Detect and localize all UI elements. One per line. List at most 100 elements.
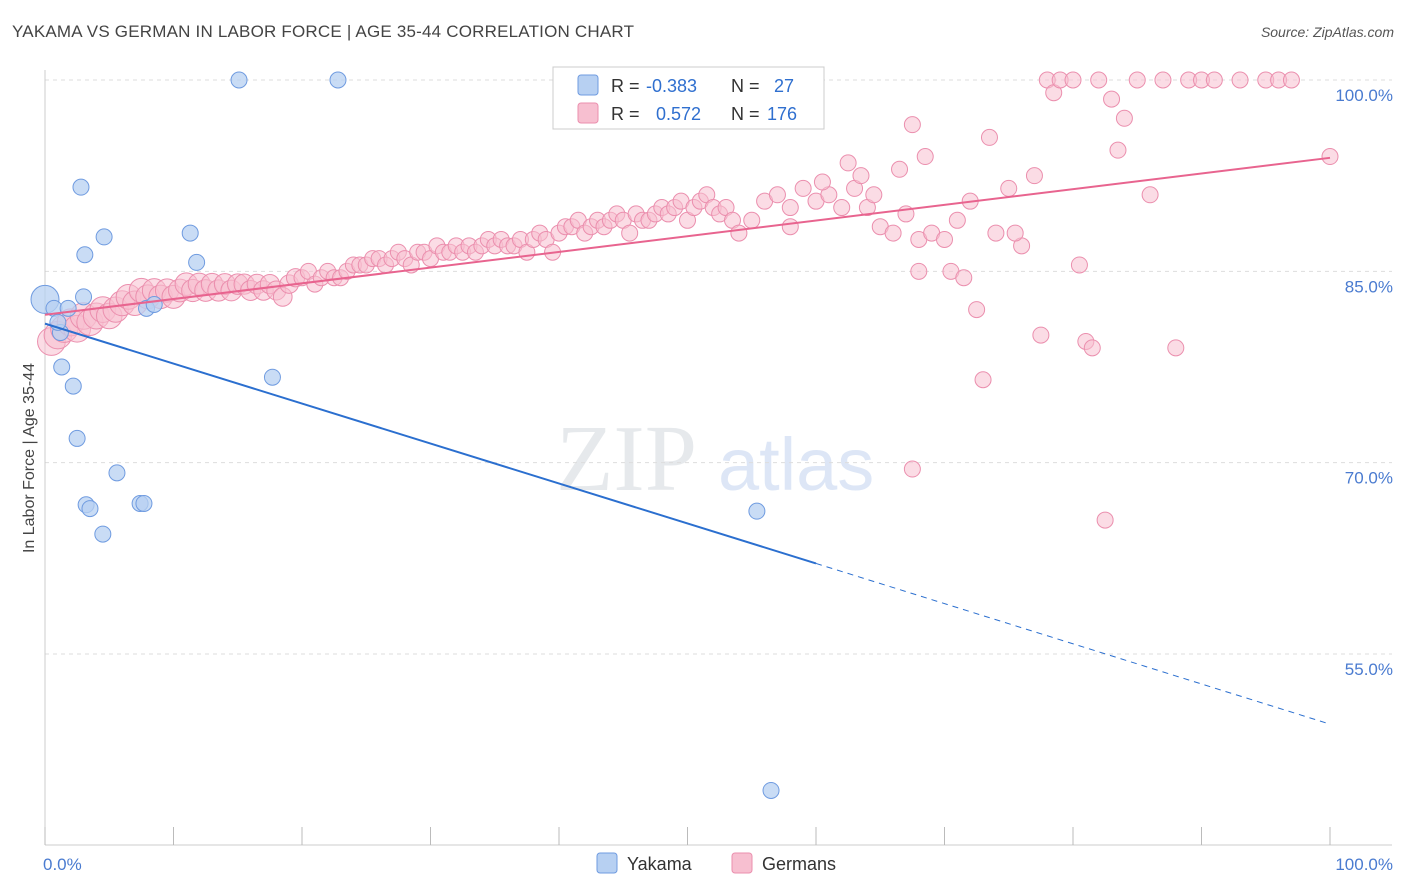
- y-tick-label: 100.0%: [1335, 86, 1393, 105]
- yakama-point: [64, 377, 82, 395]
- germans-point: [1321, 148, 1339, 166]
- germans-point: [1154, 71, 1172, 89]
- germans-point: [781, 218, 799, 236]
- germans-point: [839, 154, 857, 172]
- germans-point: [1000, 179, 1018, 197]
- germans-point: [833, 199, 851, 217]
- yakama-point: [145, 295, 163, 313]
- germans-point: [936, 230, 953, 248]
- yakama-point: [181, 224, 199, 242]
- germans-point: [1064, 71, 1082, 89]
- chart-source: Source: ZipAtlas.com: [1260, 24, 1394, 40]
- bottom-legend-germans-swatch: [731, 852, 753, 874]
- germans-point: [968, 301, 986, 319]
- yakama-trend-extension: [815, 562, 1331, 725]
- germans-point: [1141, 186, 1159, 204]
- yakama-point: [748, 502, 766, 520]
- germans-point: [1103, 90, 1121, 108]
- yakama-point: [263, 368, 281, 386]
- germans-point: [1231, 71, 1249, 89]
- germans-point: [903, 116, 921, 134]
- germans-point: [743, 211, 761, 229]
- yakama-point: [81, 500, 99, 518]
- watermark-atlas: atlas: [718, 423, 874, 506]
- germans-point: [768, 186, 786, 204]
- germans-point: [891, 160, 909, 178]
- yakama-point: [135, 494, 153, 512]
- yakama-point: [108, 464, 126, 482]
- bottom-legend-yakama-label: Yakama: [627, 854, 693, 874]
- yakama-point: [94, 525, 112, 543]
- watermark-zip: ZIP: [556, 407, 697, 511]
- series-legend: Yakama Germans: [596, 852, 836, 874]
- germans-points: [37, 71, 1339, 529]
- yakama-point: [76, 246, 94, 264]
- yakama-point: [762, 781, 780, 799]
- germans-point: [910, 262, 928, 280]
- y-axis-label: In Labor Force | Age 35-44: [21, 363, 38, 553]
- legend-yakama-r-label: R =: [611, 76, 640, 96]
- legend-germans-r-value: 0.572: [656, 104, 701, 124]
- legend-yakama-n-label: N =: [731, 76, 760, 96]
- yakama-point: [75, 288, 93, 306]
- bottom-legend-yakama-swatch: [596, 852, 618, 874]
- yakama-point: [188, 253, 206, 271]
- x-tick-label: 0.0%: [43, 855, 82, 874]
- germans-point: [1025, 167, 1043, 185]
- germans-point: [794, 179, 812, 197]
- germans-point: [1167, 339, 1185, 357]
- germans-point: [955, 269, 973, 287]
- germans-point: [781, 199, 799, 217]
- legend-yakama-r-value: -0.383: [646, 76, 697, 96]
- germans-point: [948, 211, 966, 229]
- germans-point: [1083, 339, 1101, 357]
- germans-point: [852, 167, 870, 185]
- germans-point: [1115, 109, 1133, 127]
- germans-point: [1006, 224, 1024, 242]
- germans-trend-line: [44, 156, 1331, 316]
- y-tick-label: 70.0%: [1345, 469, 1393, 488]
- grid-lines: [45, 79, 1392, 655]
- germans-point: [1205, 71, 1223, 89]
- germans-point: [813, 173, 831, 191]
- yakama-point: [72, 178, 90, 196]
- germans-point: [621, 224, 639, 242]
- yakama-point: [95, 228, 113, 246]
- y-tick-label: 85.0%: [1345, 277, 1393, 296]
- yakama-point: [68, 429, 86, 447]
- legend-yakama-n-value: 27: [774, 76, 794, 96]
- germans-point: [916, 148, 934, 166]
- axes: [44, 70, 1392, 846]
- germans-point: [1282, 71, 1300, 89]
- yakama-point: [53, 358, 71, 376]
- trend-lines: [44, 156, 1331, 725]
- yakama-points: [30, 71, 780, 799]
- legend-germans-r-label: R =: [611, 104, 640, 124]
- germans-point: [980, 128, 998, 146]
- x-tick-label: 100.0%: [1335, 855, 1393, 874]
- germans-point: [1109, 141, 1127, 159]
- watermark: ZIP atlas: [556, 407, 874, 511]
- germans-point: [1070, 256, 1088, 274]
- legend-germans-n-label: N =: [731, 104, 760, 124]
- germans-point: [1128, 71, 1146, 89]
- germans-point: [884, 224, 902, 242]
- germans-point: [903, 460, 921, 478]
- germans-point: [1032, 326, 1050, 344]
- yakama-trend-line: [44, 322, 817, 565]
- germans-point: [987, 224, 1005, 242]
- chart-title: YAKAMA VS GERMAN IN LABOR FORCE | AGE 35…: [12, 22, 635, 41]
- germans-point: [974, 371, 992, 389]
- yakama-point: [230, 71, 248, 89]
- legend-germans-swatch: [577, 102, 599, 124]
- legend-yakama-swatch: [577, 74, 599, 96]
- bottom-legend-germans-label: Germans: [762, 854, 836, 874]
- legend-germans-n-value: 176: [767, 104, 797, 124]
- germans-point: [1096, 511, 1114, 529]
- germans-point: [1090, 71, 1108, 89]
- germans-point: [730, 224, 748, 242]
- yakama-point: [329, 71, 347, 89]
- yakama-point: [59, 299, 77, 317]
- y-tick-label: 55.0%: [1345, 660, 1393, 679]
